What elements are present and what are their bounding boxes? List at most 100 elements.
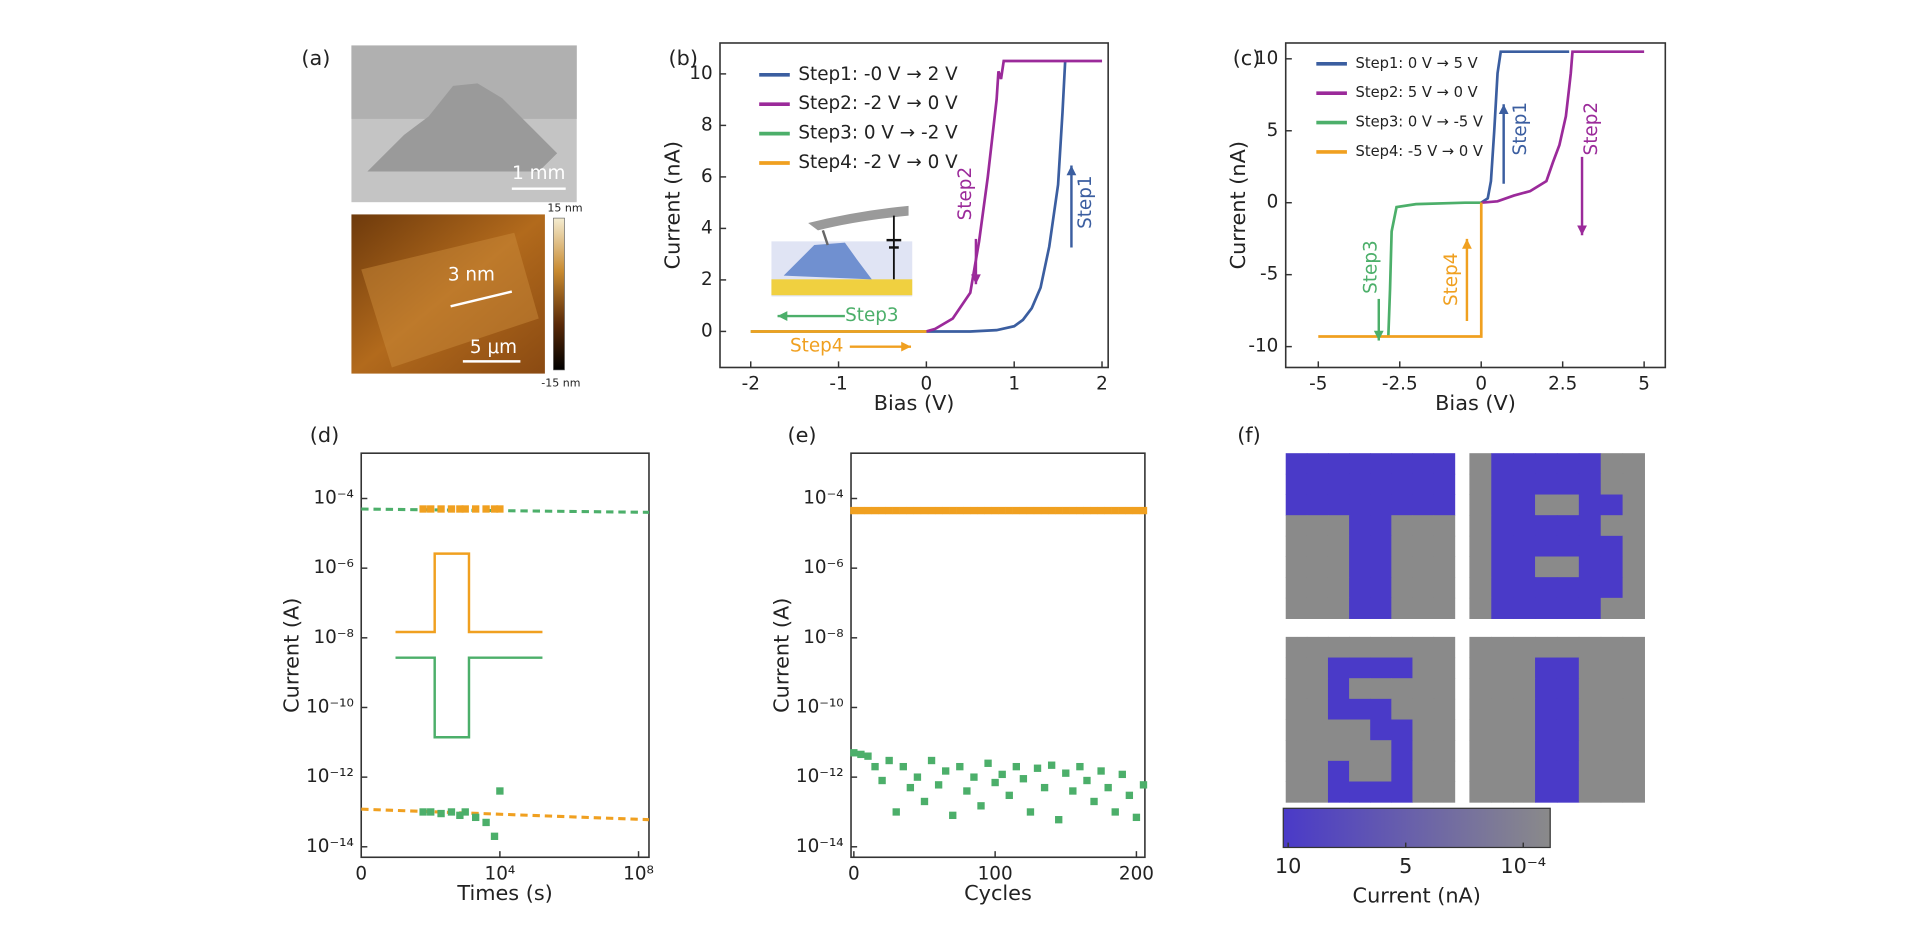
marker (482, 505, 490, 513)
heatmap-cell (1622, 781, 1645, 803)
marker (1097, 506, 1105, 515)
heatmap-cell (1285, 515, 1308, 537)
y-tick-label: 10⁻¹⁰ (796, 696, 844, 717)
x-tick-label: 2 (1096, 374, 1108, 395)
heatmap-cell (1513, 577, 1536, 599)
heatmap-cell (1327, 781, 1350, 803)
heatmap-cell (1491, 719, 1514, 741)
heatmap-cell (1513, 719, 1536, 741)
heatmap-cell (1433, 698, 1456, 721)
annotation: Step2 (1581, 102, 1602, 155)
heatmap-cell (1327, 515, 1350, 537)
heatmap-cell (1600, 577, 1624, 599)
heatmap-cell (1622, 719, 1645, 741)
annotation: Step2 (955, 167, 976, 220)
heatmap-cell (1600, 698, 1624, 721)
heatmap-cell (1469, 577, 1492, 599)
heatmap-cell (1556, 698, 1580, 721)
heatmap-cell (1535, 577, 1558, 599)
heatmap-cell (1469, 698, 1492, 721)
marker (1132, 813, 1141, 822)
heatmap-cell (1433, 577, 1456, 599)
marker (1019, 506, 1028, 515)
arrow-head (1498, 104, 1509, 115)
sem-scale: 1 mm (512, 163, 565, 184)
marker (490, 505, 499, 513)
marker (1005, 791, 1013, 800)
heatmap-cell (1600, 473, 1624, 496)
heatmap-cell (1306, 740, 1329, 762)
heatmap-cell (1412, 473, 1435, 496)
marker (447, 808, 456, 816)
marker (419, 808, 427, 816)
panel-b-inset (771, 205, 913, 297)
heatmap-cell (1513, 657, 1536, 679)
heatmap-cell (1349, 657, 1371, 679)
y-tick-label: 0 (1267, 192, 1279, 213)
plot-frame (1284, 42, 1667, 369)
inset-tip (821, 229, 829, 246)
x-tick-label: -5 (1309, 374, 1327, 395)
marker (871, 762, 879, 771)
marker (1005, 506, 1013, 515)
x-tick-label: -1 (829, 374, 847, 395)
heatmap-cell (1535, 597, 1558, 619)
heatmap-cell (1513, 698, 1536, 721)
series-line (1481, 50, 1645, 205)
heatmap-cell (1469, 719, 1492, 741)
y-tick-label: 10⁻¹² (306, 766, 354, 787)
plot-frame (850, 452, 1146, 859)
marker (920, 797, 929, 806)
marker (991, 778, 999, 787)
heatmap-cell (1306, 453, 1329, 475)
panel-label: (f) (1237, 423, 1261, 447)
heatmap-cell (1327, 719, 1350, 741)
heatmap-cell (1622, 740, 1645, 762)
panel-label: (e) (788, 423, 817, 447)
heatmap-cell (1600, 515, 1624, 537)
x-tick-label: 10⁴ (485, 863, 516, 884)
heatmap-cell (1285, 473, 1308, 496)
y-tick-label: 6 (701, 166, 713, 187)
heatmap-cell (1578, 515, 1602, 537)
heatmap-cell (1391, 597, 1413, 619)
heatmap-cell (1433, 781, 1456, 803)
heatmap-cell (1556, 453, 1580, 475)
y-tick-label: 8 (701, 114, 713, 135)
heatmap-cell (1412, 657, 1435, 679)
x-tick-label: 0 (355, 863, 367, 884)
y-tick-label: 10⁻¹⁴ (306, 836, 354, 857)
heatmap-cell (1349, 577, 1371, 599)
annotation: Step1 (1510, 102, 1531, 155)
heatmap-cell (1327, 760, 1350, 782)
heatmap-cell (1622, 636, 1645, 659)
marker (456, 811, 464, 820)
heatmap-cell (1578, 597, 1602, 619)
heatmap-cell (1578, 535, 1602, 557)
heatmap-cell (1491, 453, 1514, 475)
series-line (361, 807, 650, 822)
heatmap-cell (1556, 719, 1580, 741)
heatmap-cell (1370, 556, 1392, 578)
heatmap-cell (1285, 535, 1308, 557)
arrow-head (1462, 238, 1472, 249)
marker (984, 759, 992, 767)
marker (496, 505, 504, 513)
heatmap-cell (1327, 577, 1350, 599)
series-line (925, 59, 1103, 333)
heatmap-cell (1433, 678, 1456, 700)
heatmap-cell (1306, 556, 1329, 578)
heatmap-cell (1327, 473, 1350, 496)
marker (1097, 767, 1105, 775)
heatmap-cell (1349, 597, 1371, 619)
heatmap-cell (1622, 760, 1645, 782)
y-tick-label: 10⁻⁴ (803, 488, 843, 509)
heatmap-cell (1622, 535, 1645, 557)
heatmap-cell (1469, 473, 1492, 496)
heatmap-cell (1469, 678, 1492, 700)
x-axis-label: Bias (V) (874, 391, 955, 415)
marker (437, 505, 445, 513)
heatmap-cell (1622, 473, 1645, 496)
heatmap-cell (1433, 740, 1456, 762)
